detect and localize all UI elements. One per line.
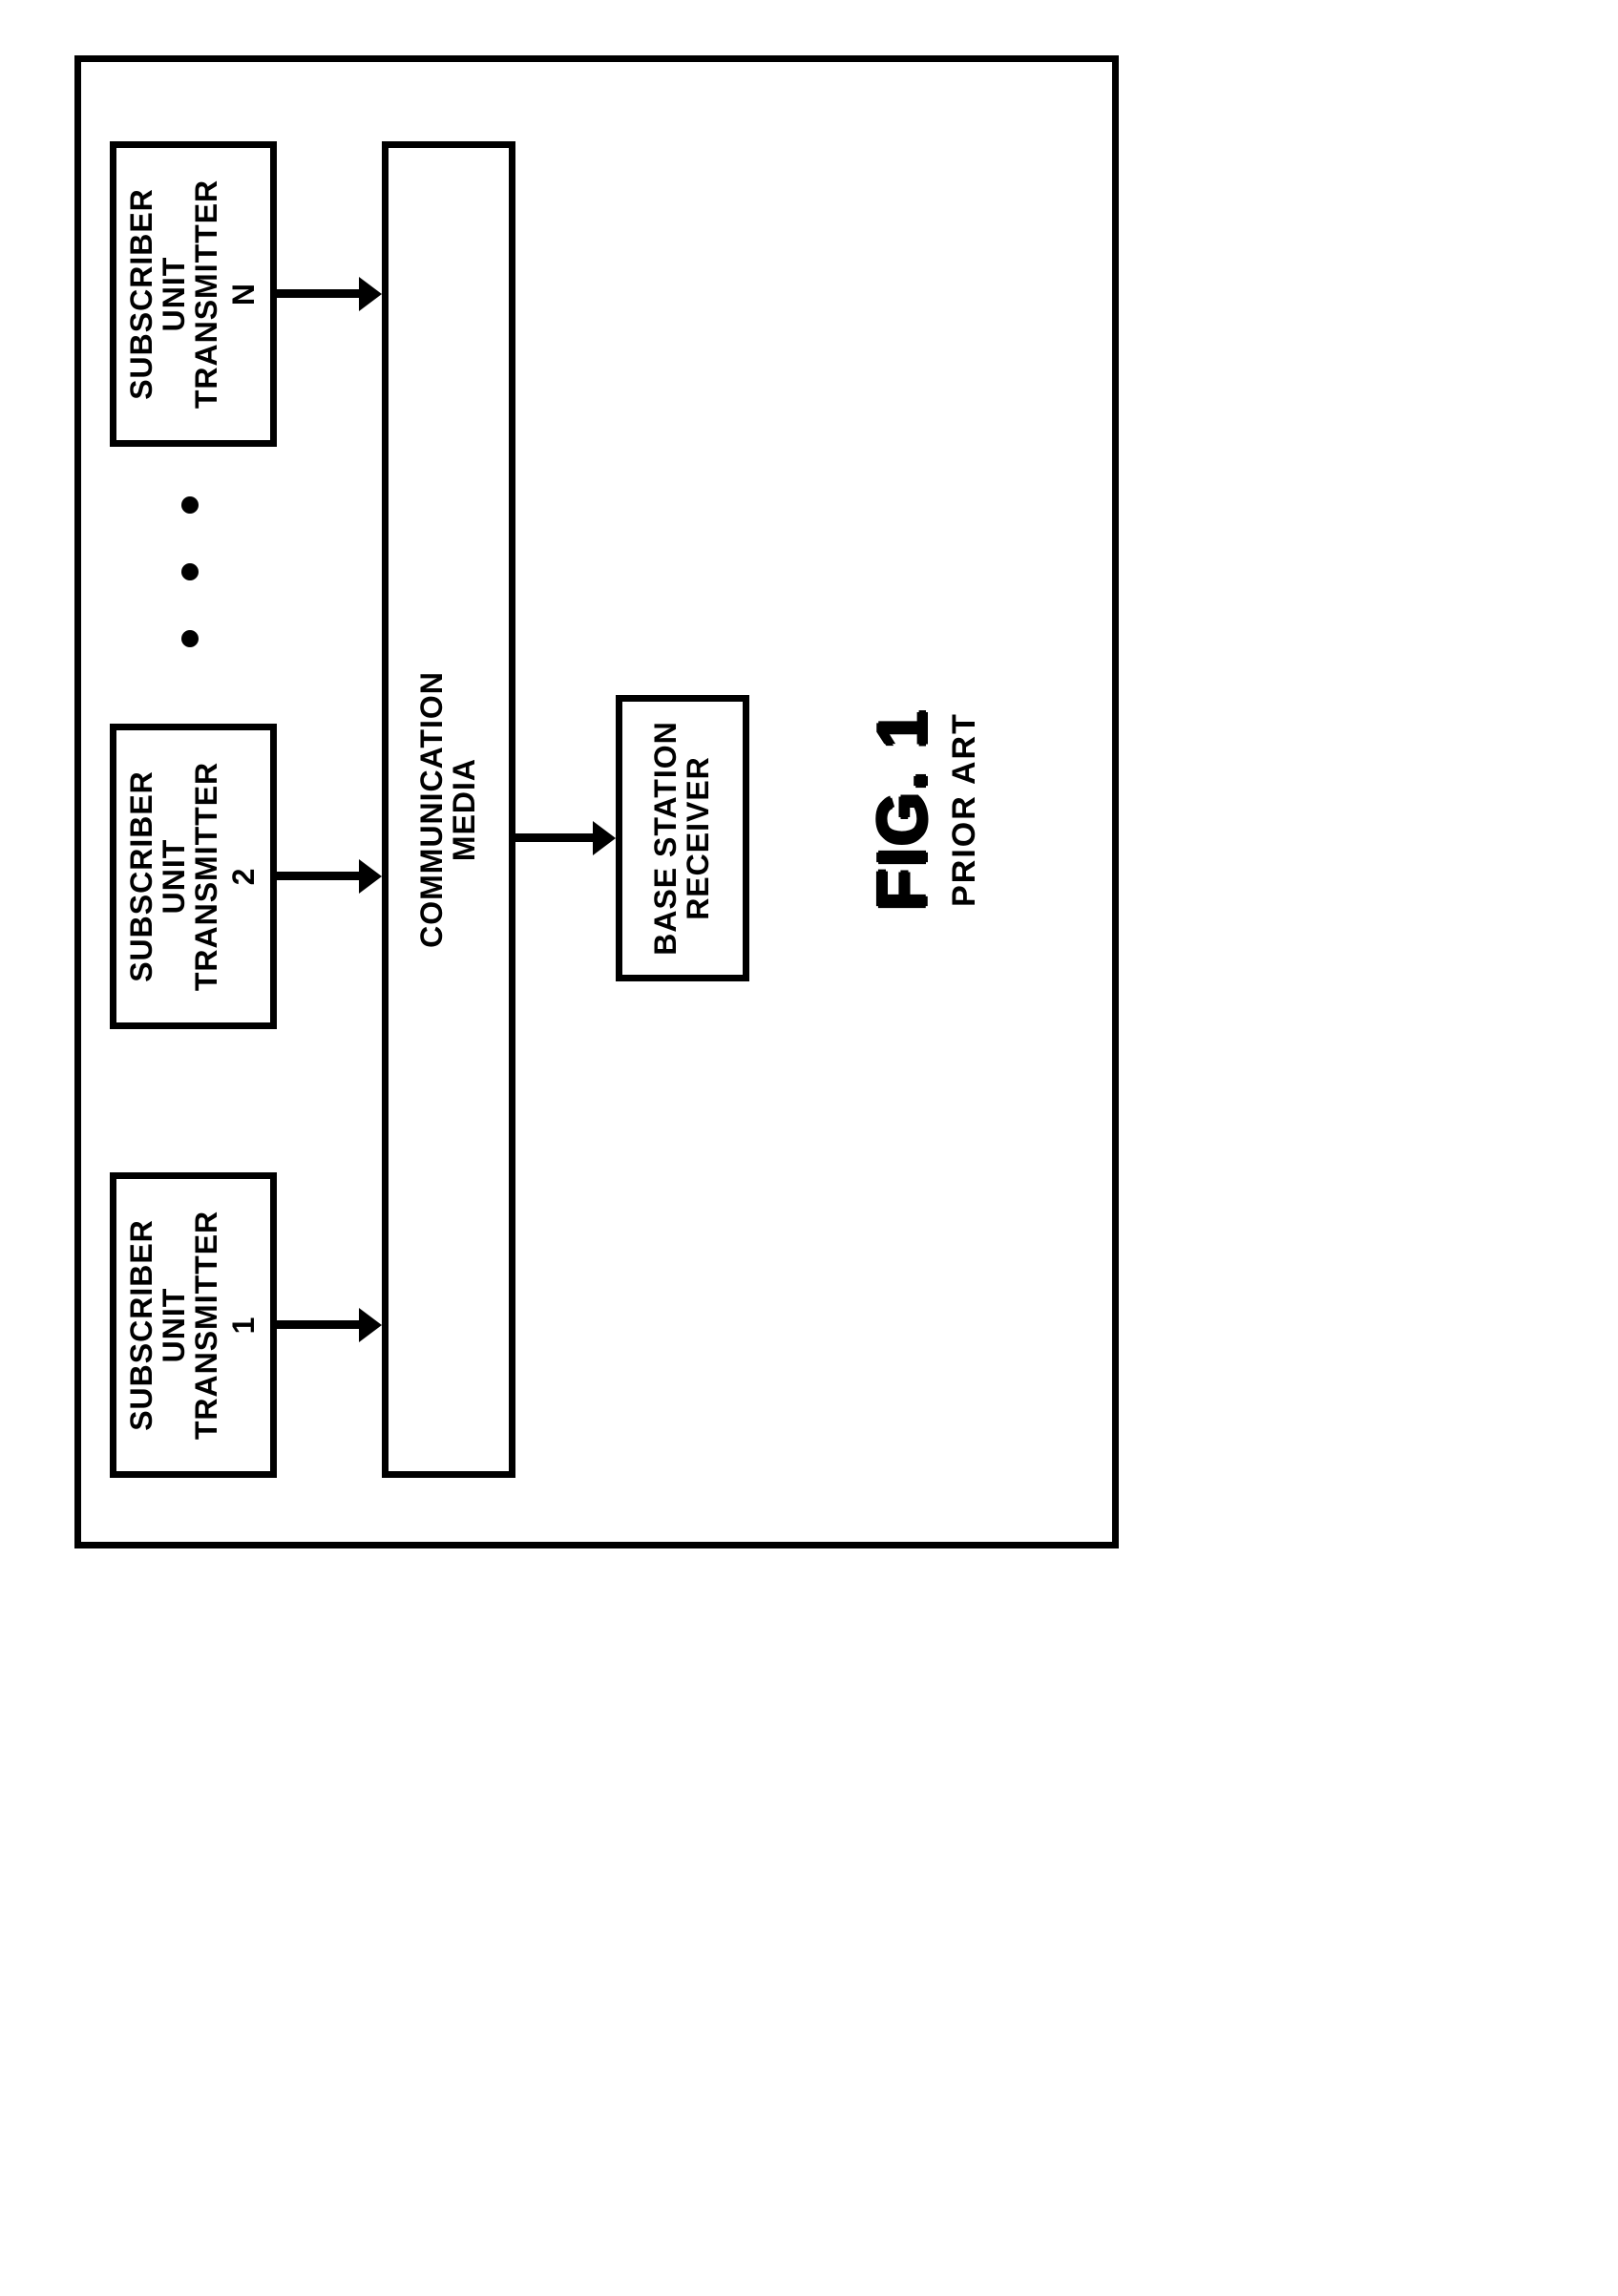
figure-caption: FIG. 1 PRIOR ART (864, 647, 983, 972)
block-su1-line1: SUBSCRIBER UNIT (126, 1179, 190, 1471)
block-suN-line1: SUBSCRIBER UNIT (126, 148, 190, 440)
arrow-suN-to-comm-head (359, 277, 382, 311)
block-su1-line3: 1 (228, 1317, 261, 1335)
block-comm-line1: COMMUNICATION (416, 671, 449, 948)
block-base-station-receiver: BASE STATION RECEIVER (616, 695, 749, 981)
block-subscriber-unit-n: SUBSCRIBER UNIT TRANSMITTER N (110, 141, 277, 447)
arrow-su1-to-comm-line (277, 1320, 359, 1329)
block-su2-line2: TRANSMITTER (191, 762, 223, 991)
block-su1-line2: TRANSMITTER (191, 1211, 223, 1440)
arrow-comm-to-base-line (515, 833, 593, 842)
arrow-comm-to-base-head (593, 821, 616, 855)
figure-caption-sub: PRIOR ART (946, 647, 983, 972)
ellipsis-dot-3 (181, 496, 199, 514)
block-su2-line1: SUBSCRIBER UNIT (126, 730, 190, 1022)
block-subscriber-unit-1: SUBSCRIBER UNIT TRANSMITTER 1 (110, 1172, 277, 1478)
block-base-line2: RECEIVER (683, 756, 715, 920)
ellipsis-dot-2 (181, 563, 199, 580)
block-su2-line3: 2 (228, 868, 261, 886)
block-subscriber-unit-2: SUBSCRIBER UNIT TRANSMITTER 2 (110, 724, 277, 1029)
block-base-line1: BASE STATION (650, 721, 683, 955)
block-communication-media: COMMUNICATION MEDIA (382, 141, 515, 1478)
block-suN-line3: N (228, 283, 261, 305)
arrow-suN-to-comm-line (277, 289, 359, 298)
arrow-su2-to-comm-line (277, 872, 359, 880)
block-suN-line2: TRANSMITTER (191, 179, 223, 409)
arrow-su2-to-comm-head (359, 859, 382, 894)
block-comm-line2: MEDIA (449, 758, 481, 861)
arrow-su1-to-comm-head (359, 1308, 382, 1342)
diagram-rotated-container: SUBSCRIBER UNIT TRANSMITTER 1 SUBSCRIBER… (81, 55, 1112, 1545)
figure-caption-main: FIG. 1 (864, 647, 942, 972)
ellipsis-dot-1 (181, 630, 199, 647)
